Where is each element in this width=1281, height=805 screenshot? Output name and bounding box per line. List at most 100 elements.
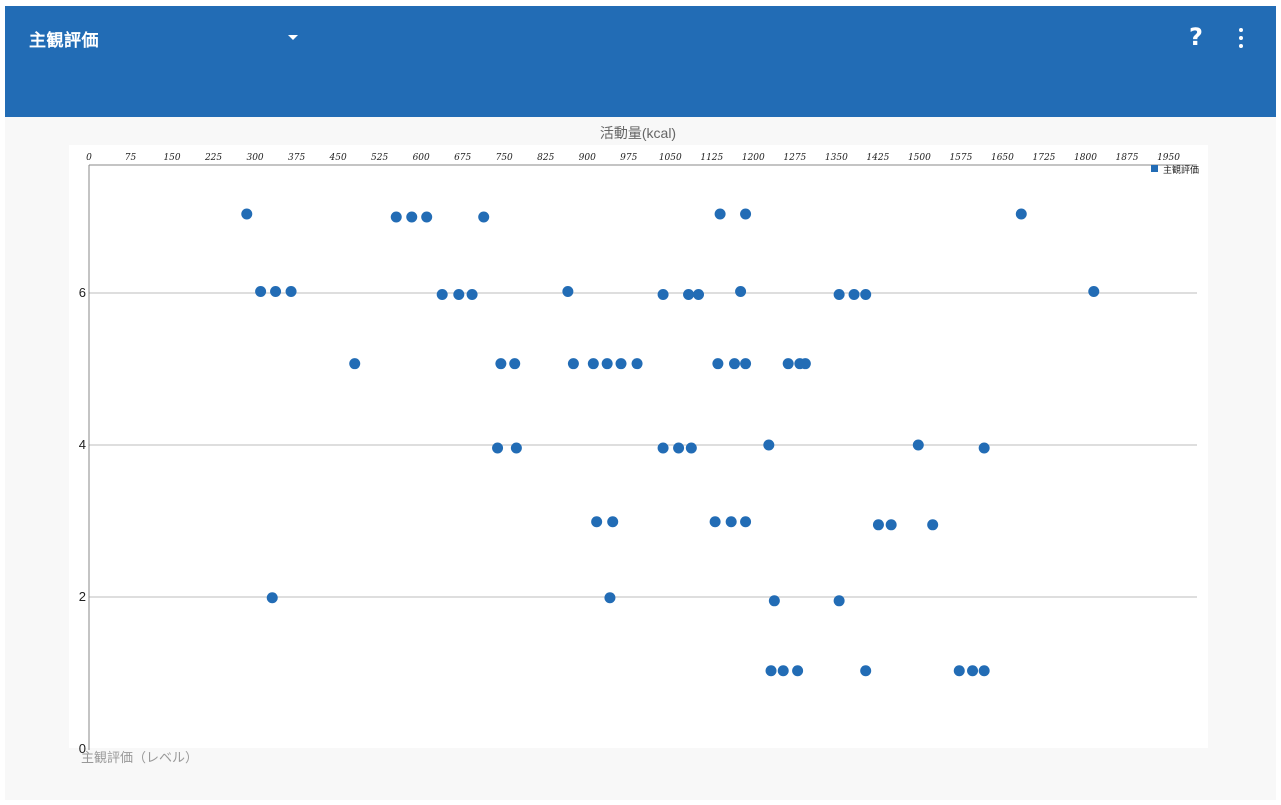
- data-point: [792, 665, 804, 677]
- data-point: [421, 211, 433, 223]
- x-tick-label: 0: [86, 153, 92, 163]
- data-point: [1088, 285, 1100, 297]
- data-point: [615, 358, 627, 370]
- data-point: [740, 358, 752, 370]
- data-point: [912, 439, 924, 451]
- data-point: [885, 519, 897, 531]
- data-point: [285, 285, 297, 297]
- x-tick-label: 1350: [825, 153, 848, 163]
- data-point: [567, 358, 579, 370]
- data-point: [266, 592, 278, 604]
- x-tick-label: 1200: [742, 153, 765, 163]
- data-point: [255, 285, 267, 297]
- y-axis-title: 主観評価（レベル）: [81, 750, 198, 765]
- y-tick-label: 2: [79, 589, 86, 604]
- x-tick-label: 825: [537, 153, 554, 163]
- y-tick-label: 6: [79, 285, 86, 300]
- x-tick-label: 1650: [991, 153, 1014, 163]
- data-point: [1015, 208, 1027, 220]
- x-tick-label: 225: [204, 153, 222, 163]
- data-point: [492, 442, 504, 454]
- data-point: [604, 592, 616, 604]
- data-point: [765, 665, 777, 677]
- data-point: [740, 208, 752, 220]
- data-point: [693, 289, 705, 301]
- x-tick-label: 900: [579, 153, 596, 163]
- x-tick-label: 150: [163, 153, 180, 163]
- data-point: [562, 285, 574, 297]
- x-tick-label: 1800: [1074, 153, 1097, 163]
- data-point: [728, 358, 740, 370]
- legend-label: 主観評価: [1163, 164, 1199, 175]
- data-point: [406, 211, 418, 223]
- caret-down-icon[interactable]: [283, 28, 303, 48]
- data-point: [241, 208, 253, 220]
- data-point: [657, 442, 669, 454]
- data-point: [782, 358, 794, 370]
- data-point: [860, 665, 872, 677]
- data-point: [777, 665, 789, 677]
- plot-background: [69, 145, 1208, 748]
- x-tick-label: 675: [454, 153, 471, 163]
- x-tick-label: 375: [288, 153, 305, 163]
- data-point: [872, 519, 884, 531]
- x-tick-label: 1125: [700, 153, 723, 163]
- data-point: [587, 358, 599, 370]
- data-point: [673, 442, 685, 454]
- page-title: 主観評価: [29, 31, 99, 51]
- data-point: [683, 289, 695, 301]
- x-tick-label: 975: [620, 153, 637, 163]
- data-point: [740, 516, 752, 528]
- data-point: [495, 358, 507, 370]
- data-point: [509, 358, 521, 370]
- data-point: [712, 358, 724, 370]
- data-point: [631, 358, 643, 370]
- x-tick-label: 1500: [908, 153, 931, 163]
- x-tick-label: 300: [246, 153, 263, 163]
- data-point: [685, 442, 697, 454]
- data-point: [607, 516, 619, 528]
- y-tick-label: 4: [79, 437, 86, 452]
- data-point: [953, 665, 965, 677]
- data-point: [860, 289, 872, 301]
- data-point: [768, 595, 780, 607]
- data-point: [601, 358, 613, 370]
- data-point: [967, 665, 979, 677]
- x-tick-label: 750: [496, 153, 513, 163]
- scatter-chart: 0 75 150 225 300 375 450 525 600 675 750 825 900 975 1…: [69, 125, 1208, 765]
- data-point: [833, 289, 845, 301]
- x-tick-label: 1875: [1116, 153, 1139, 163]
- chart-area: 0 75 150 225 300 375 450 525 600 675 750 825 900 975 1…: [5, 117, 1276, 800]
- data-point: [591, 516, 603, 528]
- data-point: [833, 595, 845, 607]
- data-point: [436, 289, 448, 301]
- legend-swatch: [1151, 165, 1158, 172]
- data-point: [510, 442, 522, 454]
- x-tick-label: 1275: [783, 153, 806, 163]
- data-point: [725, 516, 737, 528]
- data-point: [848, 289, 860, 301]
- more-vert-icon[interactable]: [1231, 26, 1251, 50]
- data-point: [709, 516, 721, 528]
- x-tick-label: 1425: [866, 153, 889, 163]
- x-axis-title: 活動量(kcal): [600, 125, 676, 141]
- x-tick-label: 75: [125, 153, 137, 163]
- data-point: [978, 442, 990, 454]
- x-tick-label: 450: [329, 153, 347, 163]
- data-point: [349, 358, 361, 370]
- x-tick-label: 525: [371, 153, 388, 163]
- data-point: [714, 208, 726, 220]
- data-point: [927, 519, 939, 531]
- app-bar: 主観評価 ?: [5, 6, 1276, 117]
- x-tick-label: 1950: [1157, 153, 1180, 163]
- data-point: [799, 358, 811, 370]
- data-point: [735, 285, 747, 297]
- x-tick-label: 1725: [1033, 153, 1056, 163]
- data-point: [978, 665, 990, 677]
- data-point: [763, 439, 775, 451]
- data-point: [270, 285, 282, 297]
- help-icon[interactable]: ?: [1189, 23, 1203, 51]
- data-point: [453, 289, 465, 301]
- x-tick-label: 1050: [659, 153, 682, 163]
- x-tick-label: 1575: [949, 153, 972, 163]
